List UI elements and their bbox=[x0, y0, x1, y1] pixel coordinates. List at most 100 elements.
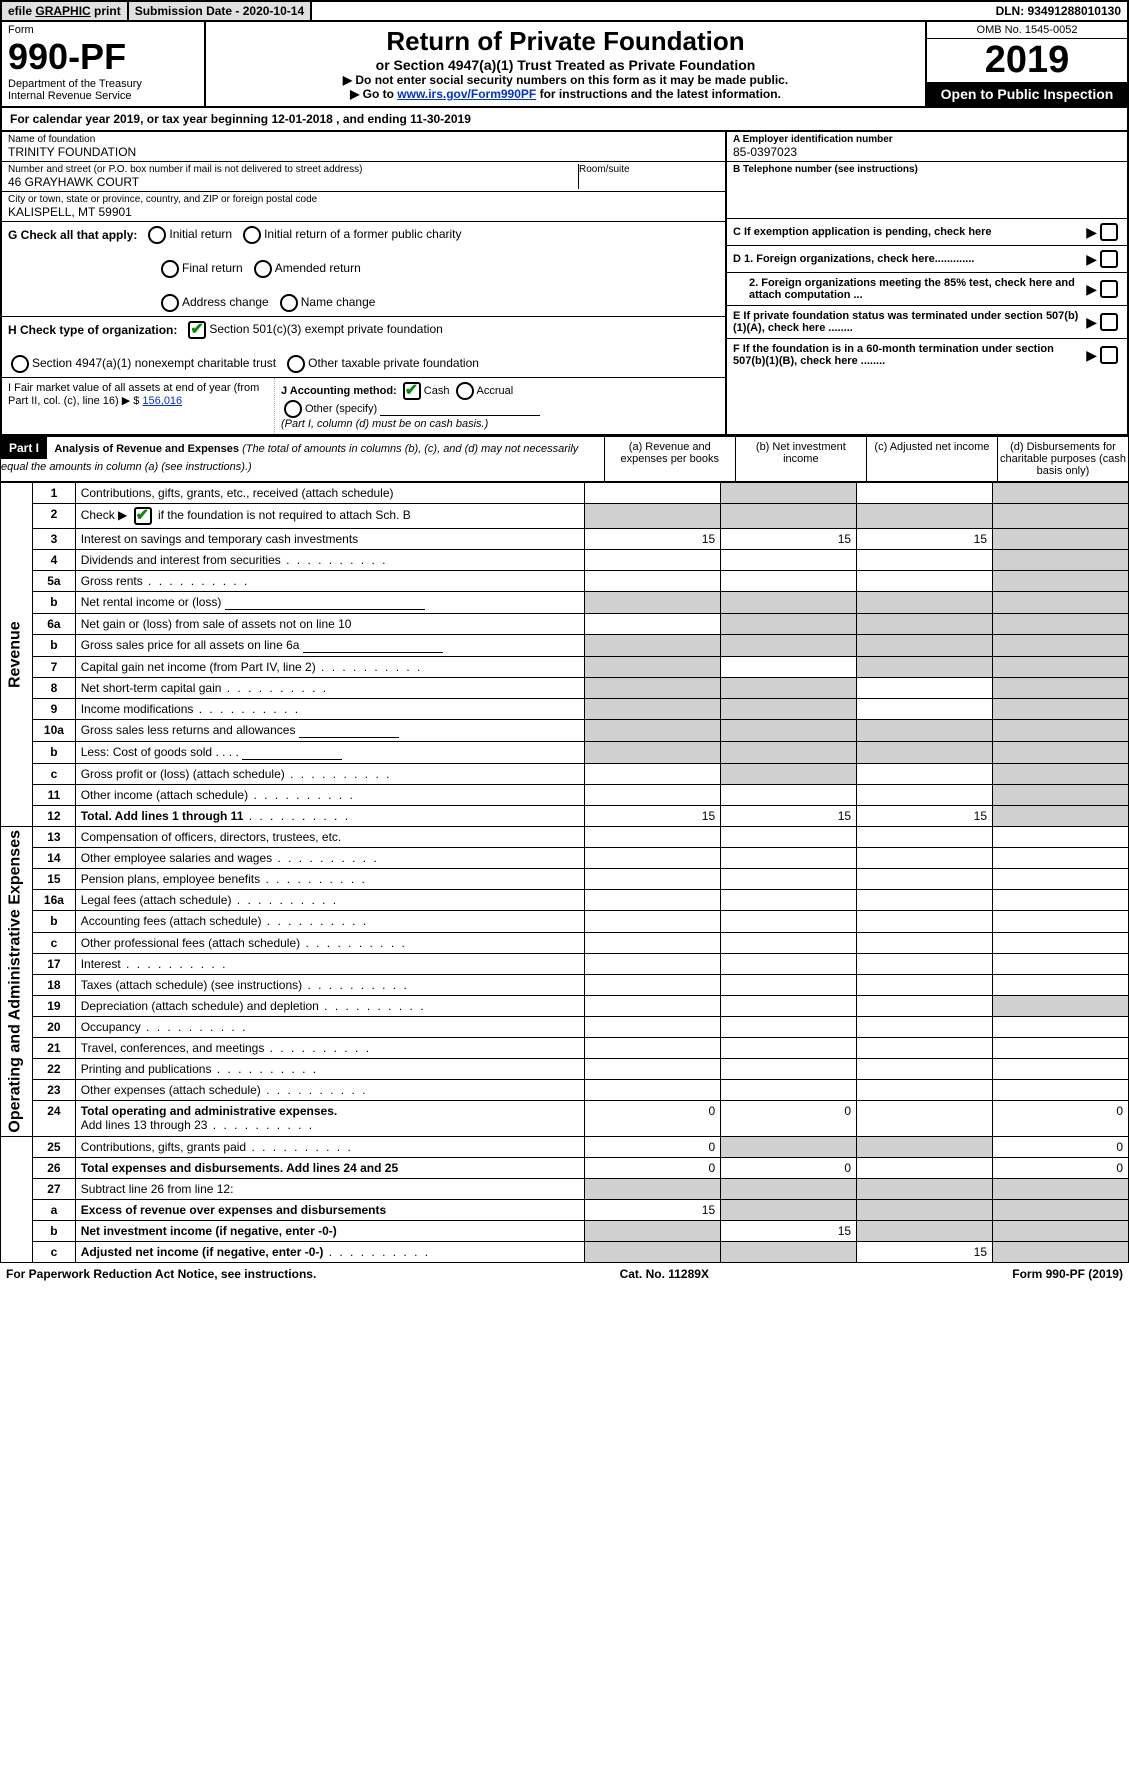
line-desc: Capital gain net income (from Part IV, l… bbox=[81, 660, 316, 674]
amt-c: 15 bbox=[857, 806, 993, 827]
address-label: Number and street (or P.O. box number if… bbox=[8, 164, 578, 175]
line-num: 23 bbox=[33, 1080, 76, 1101]
line-desc: Travel, conferences, and meetings bbox=[81, 1041, 265, 1055]
line-num: 13 bbox=[33, 827, 76, 848]
info-left: Name of foundation TRINITY FOUNDATION Nu… bbox=[2, 132, 727, 434]
col-a-head: (a) Revenue and expenses per books bbox=[605, 437, 736, 481]
table-row: 5aGross rents bbox=[1, 571, 1129, 592]
i-section: I Fair market value of all assets at end… bbox=[2, 378, 275, 434]
fmv-value-link[interactable]: 156,016 bbox=[142, 395, 182, 407]
line-desc: Excess of revenue over expenses and disb… bbox=[81, 1203, 386, 1217]
4947-label: Section 4947(a)(1) nonexempt charitable … bbox=[32, 356, 276, 370]
line-desc: Total. Add lines 1 through 11 bbox=[81, 809, 244, 823]
d1-check[interactable] bbox=[1100, 250, 1118, 268]
501c3-check[interactable] bbox=[188, 321, 206, 339]
omb-number: OMB No. 1545-0052 bbox=[927, 22, 1127, 39]
line-num: 17 bbox=[33, 953, 76, 974]
footer-right: Form 990-PF (2019) bbox=[1012, 1267, 1123, 1281]
line-desc: Occupancy bbox=[81, 1020, 141, 1034]
line-desc: Total expenses and disbursements. Add li… bbox=[81, 1161, 398, 1175]
line-desc: Other expenses (attach schedule) bbox=[81, 1083, 261, 1097]
name-change-check[interactable] bbox=[280, 294, 298, 312]
line-num: 1 bbox=[33, 483, 76, 504]
amt-c: 15 bbox=[857, 1241, 993, 1262]
line-desc: Gross profit or (loss) (attach schedule) bbox=[81, 767, 285, 781]
line-num: 5a bbox=[33, 571, 76, 592]
table-row: 2Check ▶ if the foundation is not requir… bbox=[1, 504, 1129, 529]
revenue-vert-label: Revenue bbox=[1, 483, 33, 827]
table-row: 22Printing and publications bbox=[1, 1059, 1129, 1080]
table-row: bNet investment income (if negative, ent… bbox=[1, 1220, 1129, 1241]
foundation-name-cell: Name of foundation TRINITY FOUNDATION bbox=[2, 132, 725, 162]
dln: DLN: 93491288010130 bbox=[990, 2, 1127, 20]
table-row: 19Depreciation (attach schedule) and dep… bbox=[1, 995, 1129, 1016]
table-row: bGross sales price for all assets on lin… bbox=[1, 635, 1129, 657]
irs-label: Internal Revenue Service bbox=[8, 90, 198, 102]
line-num: b bbox=[33, 592, 76, 614]
arrow-icon: ▶ bbox=[1086, 251, 1097, 268]
other-method-check[interactable] bbox=[284, 400, 302, 418]
line-desc: Contributions, gifts, grants paid bbox=[81, 1140, 246, 1154]
footer-left: For Paperwork Reduction Act Notice, see … bbox=[6, 1267, 316, 1281]
final-return-check[interactable] bbox=[161, 260, 179, 278]
table-row: cAdjusted net income (if negative, enter… bbox=[1, 1241, 1129, 1262]
line-num: 12 bbox=[33, 806, 76, 827]
e-check[interactable] bbox=[1100, 313, 1118, 331]
line-num: c bbox=[33, 1241, 76, 1262]
line-num: 27 bbox=[33, 1178, 76, 1199]
table-row: 25Contributions, gifts, grants paid00 bbox=[1, 1136, 1129, 1157]
line-desc: Gross sales less returns and allowances bbox=[81, 723, 296, 737]
initial-former-check[interactable] bbox=[243, 226, 261, 244]
table-row: 16aLegal fees (attach schedule) bbox=[1, 890, 1129, 911]
amended-check[interactable] bbox=[254, 260, 272, 278]
line-desc: Dividends and interest from securities bbox=[81, 553, 281, 567]
ein-label: A Employer identification number bbox=[733, 134, 893, 145]
footer: For Paperwork Reduction Act Notice, see … bbox=[0, 1263, 1129, 1285]
initial-return-check[interactable] bbox=[148, 226, 166, 244]
line-desc: Net short-term capital gain bbox=[81, 681, 222, 695]
address-change-check[interactable] bbox=[161, 294, 179, 312]
table-row: Operating and Administrative Expenses13C… bbox=[1, 827, 1129, 848]
cash-label: Cash bbox=[424, 385, 450, 397]
table-row: 15Pension plans, employee benefits bbox=[1, 869, 1129, 890]
line-num: 10a bbox=[33, 720, 76, 742]
g-label: G Check all that apply: bbox=[8, 228, 137, 242]
h-checks: H Check type of organization: Section 50… bbox=[2, 317, 725, 378]
line-desc: Taxes (attach schedule) (see instruction… bbox=[81, 978, 302, 992]
accrual-check[interactable] bbox=[456, 382, 474, 400]
submission-date: Submission Date - 2020-10-14 bbox=[129, 2, 312, 20]
c-check[interactable] bbox=[1100, 223, 1118, 241]
table-row: 12Total. Add lines 1 through 11151515 bbox=[1, 806, 1129, 827]
line-desc: Depreciation (attach schedule) and deple… bbox=[81, 999, 319, 1013]
line-num: 18 bbox=[33, 974, 76, 995]
table-row: 24Total operating and administrative exp… bbox=[1, 1101, 1129, 1136]
city-label: City or town, state or province, country… bbox=[8, 194, 719, 205]
form-label: Form bbox=[8, 24, 198, 36]
e-line: E If private foundation status was termi… bbox=[727, 306, 1127, 339]
cash-check[interactable] bbox=[403, 382, 421, 400]
f-check[interactable] bbox=[1100, 346, 1118, 364]
c-line: C If exemption application is pending, c… bbox=[727, 219, 1127, 246]
line-num: b bbox=[33, 742, 76, 764]
h-label: H Check type of organization: bbox=[8, 323, 177, 337]
ij-block: I Fair market value of all assets at end… bbox=[2, 378, 725, 434]
form-number: 990-PF bbox=[8, 36, 198, 78]
expenses-vert-label: Operating and Administrative Expenses bbox=[1, 827, 33, 1137]
address-change-label: Address change bbox=[182, 295, 269, 309]
line-num: a bbox=[33, 1199, 76, 1220]
d2-check[interactable] bbox=[1100, 280, 1118, 298]
sch-b-check[interactable] bbox=[134, 507, 152, 525]
part1-title: Analysis of Revenue and Expenses bbox=[54, 443, 239, 455]
efile-graphic-link[interactable]: GRAPHIC bbox=[35, 4, 90, 18]
amt-b: 15 bbox=[721, 529, 857, 550]
line-num: 21 bbox=[33, 1038, 76, 1059]
city-cell: City or town, state or province, country… bbox=[2, 192, 725, 222]
instructions-link[interactable]: www.irs.gov/Form990PF bbox=[397, 87, 536, 101]
initial-return-label: Initial return bbox=[169, 227, 232, 241]
other-taxable-check[interactable] bbox=[287, 355, 305, 373]
table-row: 6aNet gain or (loss) from sale of assets… bbox=[1, 614, 1129, 635]
4947-check[interactable] bbox=[11, 355, 29, 373]
line-num: 2 bbox=[33, 504, 76, 529]
amt-d: 0 bbox=[993, 1101, 1129, 1136]
header-right: OMB No. 1545-0052 2019 Open to Public In… bbox=[925, 22, 1127, 106]
